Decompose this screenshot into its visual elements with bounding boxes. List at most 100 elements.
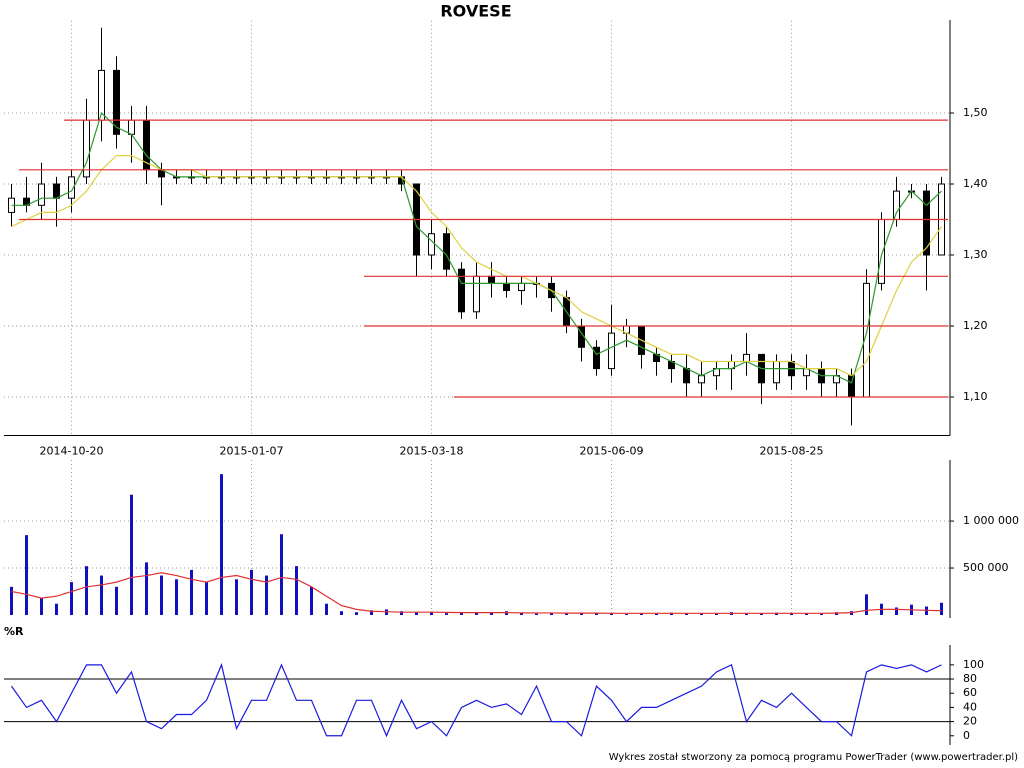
volume-bar	[610, 613, 613, 615]
candle-body	[68, 176, 75, 199]
volume-bar	[475, 612, 478, 615]
y-tick-label: 40	[963, 700, 977, 713]
candle-body	[848, 375, 855, 398]
volume-bar	[820, 613, 823, 615]
volume-bar	[295, 566, 298, 615]
volume-bar	[190, 569, 193, 615]
volume-bar	[370, 610, 373, 615]
volume-bar	[205, 582, 208, 615]
x-tick-label: 2015-08-25	[760, 445, 824, 458]
volume-bar	[595, 613, 598, 615]
y-tick-label: 0	[963, 729, 970, 742]
y-tick-label: 1,40	[963, 177, 988, 190]
candle-body	[878, 219, 885, 284]
candle-body	[503, 282, 510, 291]
footer: Wykres został stworzony za pomocą progra…	[609, 752, 1018, 763]
x-tick-label: 2014-10-20	[40, 445, 104, 458]
candle-body	[83, 119, 90, 178]
y-tick-label: 1,30	[963, 248, 988, 261]
candle-body	[518, 282, 525, 291]
volume-bar	[490, 612, 493, 615]
volume-bar	[160, 575, 163, 615]
volume-bar	[760, 613, 763, 615]
volume-bar	[640, 613, 643, 615]
volume-bar	[460, 612, 463, 615]
candle-body	[923, 190, 930, 256]
candle-body	[698, 375, 705, 384]
candle-body	[743, 353, 750, 362]
candle-body	[773, 361, 780, 384]
volume-bar	[340, 611, 343, 615]
volume-bar	[520, 613, 523, 615]
volume-bar	[430, 611, 433, 615]
candle-body	[53, 183, 60, 199]
x-tick-label: 2015-06-09	[580, 445, 644, 458]
volume-bar	[400, 611, 403, 615]
volume-bar	[235, 579, 238, 615]
candle-body	[443, 233, 450, 270]
candle-body	[428, 233, 435, 256]
volume-bar	[685, 613, 688, 615]
volume-bar	[655, 613, 658, 615]
volume-bar	[280, 534, 283, 615]
volume-bar	[265, 575, 268, 615]
candle-body	[113, 69, 120, 135]
x-tick-label: 2015-01-07	[220, 445, 284, 458]
volume-bar	[55, 603, 58, 615]
y-tick-label: 100	[963, 658, 984, 671]
volume-bar	[565, 612, 568, 615]
y-tick-label: 1,20	[963, 319, 988, 332]
volume-bar	[445, 613, 448, 615]
candle-body	[683, 368, 690, 384]
volume-bar	[550, 613, 553, 615]
volume-bar	[715, 613, 718, 615]
volume-bar	[895, 607, 898, 615]
panel-title: %R	[4, 625, 24, 638]
candle-body	[893, 190, 900, 221]
candle-body	[593, 346, 600, 370]
candle-body	[128, 119, 135, 135]
volume-bar	[100, 575, 103, 615]
y-tick-label: 60	[963, 686, 977, 699]
volume-bar	[805, 613, 808, 615]
volume-bar	[865, 594, 868, 615]
volume-bar	[580, 613, 583, 615]
volume-bar	[25, 535, 28, 615]
volume-bar	[535, 613, 538, 615]
y-tick-label: 1,10	[963, 390, 988, 403]
volume-bar	[790, 613, 793, 615]
candle-body	[488, 275, 495, 284]
candle-body	[473, 275, 480, 313]
volume-bar	[70, 582, 73, 615]
candle-body	[608, 332, 615, 370]
chart-title: ROVESE	[440, 2, 511, 21]
volume-bar	[415, 612, 418, 615]
volume-bar	[145, 562, 148, 615]
y-tick-label: 20	[963, 715, 977, 728]
volume-bar	[40, 598, 43, 615]
volume-bar	[325, 603, 328, 615]
moving-average	[11, 111, 942, 384]
y-tick-label: 1 000 000	[963, 514, 1019, 527]
volume-bar	[700, 613, 703, 615]
volume-bar	[115, 586, 118, 615]
candle-body	[458, 268, 465, 313]
volume-bar	[10, 586, 13, 615]
candle-body	[38, 183, 45, 206]
williams-r-line	[11, 662, 942, 738]
volume-bar	[130, 494, 133, 615]
volume-bar	[355, 612, 358, 615]
volume-bar	[310, 586, 313, 615]
x-tick-label: 2015-03-18	[400, 445, 464, 458]
volume-bar	[85, 566, 88, 615]
y-tick-label: 500 000	[963, 561, 1009, 574]
volume-bar	[745, 613, 748, 615]
volume-bar	[940, 602, 943, 615]
volume-bar	[625, 614, 628, 615]
volume-bar	[250, 569, 253, 615]
volume-bar	[175, 579, 178, 615]
y-tick-label: 1,50	[963, 106, 988, 119]
y-tick-label: 80	[963, 672, 977, 685]
volume-average	[11, 572, 942, 614]
